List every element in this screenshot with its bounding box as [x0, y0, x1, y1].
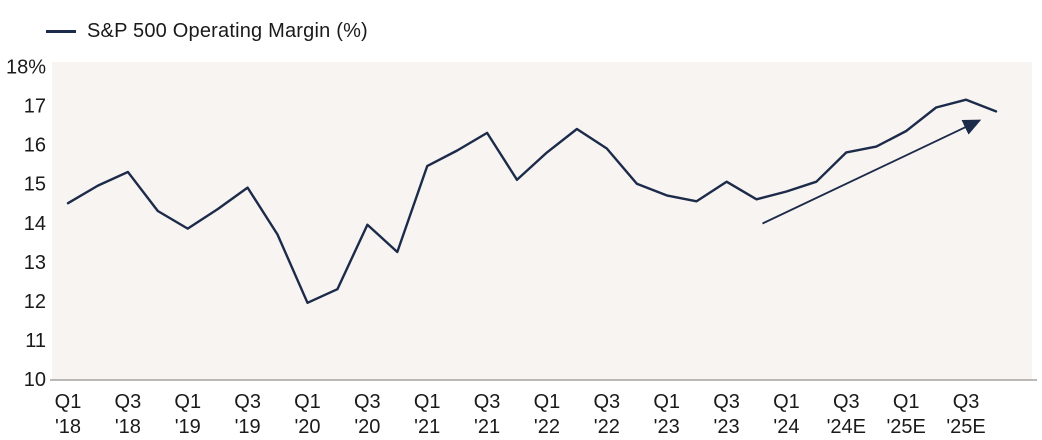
legend-label: S&P 500 Operating Margin (%): [87, 20, 368, 42]
x-tick-label-year: '20: [294, 416, 320, 438]
x-tick-label: Q3: [354, 391, 381, 413]
x-tick-label-year: '21: [414, 416, 440, 438]
x-tick-label: Q1: [773, 391, 800, 413]
y-tick-label: 13: [24, 252, 46, 274]
x-tick-label: Q3: [953, 391, 980, 413]
x-tick-label: Q3: [593, 391, 620, 413]
x-tick-label: Q3: [115, 391, 142, 413]
y-tick-label: 12: [24, 291, 46, 313]
legend-line-swatch: [46, 30, 76, 33]
plot-area: [52, 62, 1032, 380]
y-tick-label: 15: [24, 174, 46, 196]
x-tick-label-year: '18: [115, 416, 141, 438]
x-tick-label-year: '18: [55, 416, 81, 438]
x-tick-label-year: '20: [354, 416, 380, 438]
x-tick-label: Q1: [893, 391, 920, 413]
y-tick-label: 16: [24, 135, 46, 157]
x-tick-label: Q3: [833, 391, 860, 413]
x-tick-label: Q1: [294, 391, 321, 413]
x-tick-label: Q1: [534, 391, 561, 413]
series-line: [66, 98, 998, 304]
x-tick-label-year: '24E: [827, 416, 866, 438]
x-tick-label-year: '24: [773, 416, 799, 438]
y-tick-label: 18%: [6, 57, 46, 79]
y-tick-label: 10: [24, 369, 46, 391]
x-tick-label: Q3: [234, 391, 261, 413]
x-tick-label-year: '19: [175, 416, 201, 438]
x-tick-label-year: '22: [594, 416, 620, 438]
x-tick-label-year: '19: [235, 416, 261, 438]
y-tick-label: 14: [24, 213, 46, 235]
x-tick-label: Q1: [653, 391, 680, 413]
legend: S&P 500 Operating Margin (%): [46, 20, 368, 43]
trend-arrow: [762, 119, 982, 225]
y-tick-label: 17: [24, 96, 46, 118]
x-tick-label-year: '21: [474, 416, 500, 438]
y-tick-label: 11: [25, 330, 46, 352]
x-tick-label-year: '25E: [886, 416, 925, 438]
x-tick-label: Q3: [474, 391, 501, 413]
x-tick-label: Q1: [414, 391, 441, 413]
x-tick-label: Q3: [713, 391, 740, 413]
x-tick-label-year: '23: [714, 416, 740, 438]
x-tick-label: Q1: [55, 391, 82, 413]
x-tick-label-year: '23: [654, 416, 680, 438]
x-tick-label: Q1: [174, 391, 201, 413]
x-tick-label-year: '22: [534, 416, 560, 438]
x-tick-label-year: '25E: [946, 416, 985, 438]
